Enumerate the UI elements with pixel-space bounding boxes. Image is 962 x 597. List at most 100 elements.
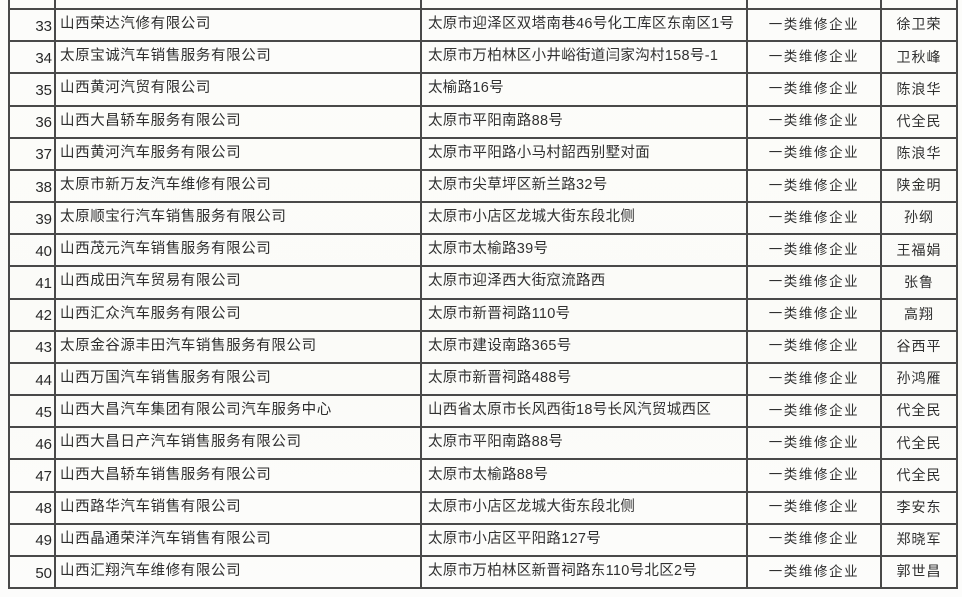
row-number: 37 bbox=[10, 138, 56, 169]
row-number: 39 bbox=[10, 203, 56, 234]
row-number: 36 bbox=[10, 106, 56, 137]
company-address: 山西省太原市长风西街18号长风汽贸城西区 bbox=[422, 396, 748, 427]
company-name: 山西路华汽车销售有限公司 bbox=[56, 492, 422, 523]
company-address: 太原市平阳南路88号 bbox=[422, 428, 748, 459]
enterprise-category: 一类维修企业 bbox=[748, 524, 882, 555]
company-name: 太原顺宝行汽车销售服务有限公司 bbox=[56, 203, 422, 234]
row-number-cell bbox=[10, 0, 56, 8]
company-address: 太原市迎泽区双塔南巷46号化工库区东南区1号 bbox=[422, 10, 748, 41]
company-name: 山西黄河汽车服务有限公司 bbox=[56, 138, 422, 169]
company-address-cell bbox=[422, 0, 748, 8]
row-number: 42 bbox=[10, 299, 56, 330]
row-number: 50 bbox=[10, 556, 56, 588]
enterprise-category: 一类维修企业 bbox=[748, 138, 882, 169]
contact-person-cell bbox=[882, 0, 956, 8]
row-number: 40 bbox=[10, 235, 56, 266]
contact-person: 代全民 bbox=[896, 466, 942, 483]
row-number: 48 bbox=[10, 492, 56, 523]
enterprise-category: 一类维修企业 bbox=[748, 492, 882, 523]
company-name: 山西汇翔汽车维修有限公司 bbox=[56, 556, 422, 588]
enterprise-category: 一类维修企业 bbox=[748, 170, 882, 202]
company-address: 太原市新晋祠路488号 bbox=[422, 363, 748, 395]
row-number: 46 bbox=[10, 428, 56, 459]
company-name: 山西茂元汽车销售服务有限公司 bbox=[56, 235, 422, 266]
enterprise-category: 一类维修企业 bbox=[748, 396, 882, 427]
table-row: 46 山西大昌日产汽车销售服务有限公司 太原市平阳南路88号 一类维修企业 代全… bbox=[10, 426, 956, 459]
contact-person: 陈浪华 bbox=[896, 145, 942, 162]
table-row: 50 山西汇翔汽车维修有限公司 太原市万柏林区新晋祠路东110号北区2号 一类维… bbox=[10, 554, 956, 588]
contact-person: 张鲁 bbox=[904, 273, 934, 290]
company-address: 太原市小店区龙城大街东段北侧 bbox=[422, 203, 748, 234]
enterprise-category: 一类维修企业 bbox=[748, 10, 882, 41]
table-body: 33 山西荣达汽修有限公司 太原市迎泽区双塔南巷46号化工库区东南区1号 一类维… bbox=[10, 8, 956, 588]
company-name: 山西大昌汽车集团有限公司汽车服务中心 bbox=[56, 396, 422, 427]
enterprise-category: 一类维修企业 bbox=[748, 331, 882, 362]
company-address: 太原市新晋祠路110号 bbox=[422, 299, 748, 330]
enterprise-table: 33 山西荣达汽修有限公司 太原市迎泽区双塔南巷46号化工库区东南区1号 一类维… bbox=[8, 0, 958, 589]
company-name: 山西成田汽车贸易有限公司 bbox=[56, 267, 422, 298]
row-number: 47 bbox=[10, 460, 56, 491]
company-address: 太原市太榆路88号 bbox=[422, 460, 748, 491]
contact-person: 徐卫荣 bbox=[896, 16, 942, 33]
contact-person: 郭世昌 bbox=[896, 563, 942, 580]
company-name: 太原金谷源丰田汽车销售服务有限公司 bbox=[56, 331, 422, 362]
contact-person: 李安东 bbox=[896, 498, 942, 515]
contact-person: 孙鸿雁 bbox=[896, 370, 942, 387]
table-row: 48 山西路华汽车销售有限公司 太原市小店区龙城大街东段北侧 一类维修企业 李安… bbox=[10, 490, 956, 523]
enterprise-category: 一类维修企业 bbox=[748, 203, 882, 234]
table-row: 37 山西黄河汽车服务有限公司 太原市平阳路小马村韶西别墅对面 一类维修企业 陈… bbox=[10, 136, 956, 169]
contact-person: 代全民 bbox=[896, 402, 942, 419]
company-name: 太原市新万友汽车维修有限公司 bbox=[56, 170, 422, 202]
enterprise-category: 一类维修企业 bbox=[748, 74, 882, 105]
company-address: 太原市建设南路365号 bbox=[422, 331, 748, 362]
enterprise-category: 一类维修企业 bbox=[748, 235, 882, 266]
enterprise-category: 一类维修企业 bbox=[748, 299, 882, 330]
table-row: 44 山西万国汽车销售服务有限公司 太原市新晋祠路488号 一类维修企业 孙鸿雁 bbox=[10, 361, 956, 395]
row-number: 35 bbox=[10, 74, 56, 105]
row-number: 43 bbox=[10, 331, 56, 362]
company-address: 太原市平阳南路88号 bbox=[422, 106, 748, 137]
company-address: 太原市平阳路小马村韶西别墅对面 bbox=[422, 138, 748, 169]
row-number: 49 bbox=[10, 524, 56, 555]
contact-person: 代全民 bbox=[896, 112, 942, 129]
table-row: 41 山西成田汽车贸易有限公司 太原市迎泽西大街窊流路西 一类维修企业 张鲁 bbox=[10, 265, 956, 298]
contact-person: 孙纲 bbox=[904, 209, 934, 226]
enterprise-category: 一类维修企业 bbox=[748, 363, 882, 395]
contact-person: 卫秋峰 bbox=[896, 48, 942, 65]
contact-person: 陕金明 bbox=[896, 177, 942, 194]
company-name: 山西大昌轿车服务有限公司 bbox=[56, 106, 422, 137]
table-row-partial bbox=[10, 0, 956, 8]
company-address: 太原市迎泽西大街窊流路西 bbox=[422, 267, 748, 298]
company-address: 太原市万柏林区新晋祠路东110号北区2号 bbox=[422, 556, 748, 588]
table-row: 34 太原宝诚汽车销售服务有限公司 太原市万柏林区小井峪街道闫家沟村158号-1… bbox=[10, 40, 956, 73]
contact-person: 郑晓军 bbox=[896, 531, 942, 548]
company-name: 山西大昌轿车销售服务有限公司 bbox=[56, 460, 422, 491]
company-address: 太原市万柏林区小井峪街道闫家沟村158号-1 bbox=[422, 42, 748, 73]
company-name: 山西万国汽车销售服务有限公司 bbox=[56, 363, 422, 395]
table-row: 36 山西大昌轿车服务有限公司 太原市平阳南路88号 一类维修企业 代全民 bbox=[10, 104, 956, 137]
row-number: 44 bbox=[10, 363, 56, 395]
company-name: 山西黄河汽贸有限公司 bbox=[56, 74, 422, 105]
row-number: 38 bbox=[10, 170, 56, 202]
company-address: 太榆路16号 bbox=[422, 74, 748, 105]
company-name: 山西大昌日产汽车销售服务有限公司 bbox=[56, 428, 422, 459]
enterprise-category: 一类维修企业 bbox=[748, 556, 882, 588]
company-address: 太原市小店区平阳路127号 bbox=[422, 524, 748, 555]
table-row: 47 山西大昌轿车销售服务有限公司 太原市太榆路88号 一类维修企业 代全民 bbox=[10, 458, 956, 491]
company-address: 太原市小店区龙城大街东段北侧 bbox=[422, 492, 748, 523]
contact-person: 陈浪华 bbox=[896, 80, 942, 97]
table-row: 33 山西荣达汽修有限公司 太原市迎泽区双塔南巷46号化工库区东南区1号 一类维… bbox=[10, 8, 956, 41]
company-address: 太原市太榆路39号 bbox=[422, 235, 748, 266]
contact-person: 谷西平 bbox=[896, 338, 942, 355]
table-row: 42 山西汇众汽车服务有限公司 太原市新晋祠路110号 一类维修企业 高翔 bbox=[10, 297, 956, 330]
contact-person: 王福娟 bbox=[896, 241, 942, 258]
enterprise-category: 一类维修企业 bbox=[748, 267, 882, 298]
row-number: 45 bbox=[10, 396, 56, 427]
company-name: 太原宝诚汽车销售服务有限公司 bbox=[56, 42, 422, 73]
enterprise-category: 一类维修企业 bbox=[748, 460, 882, 491]
contact-person: 高翔 bbox=[904, 305, 934, 322]
company-name: 山西荣达汽修有限公司 bbox=[56, 10, 422, 41]
table-row: 38 太原市新万友汽车维修有限公司 太原市尖草坪区新兰路32号 一类维修企业 陕… bbox=[10, 168, 956, 202]
company-address: 太原市尖草坪区新兰路32号 bbox=[422, 170, 748, 202]
